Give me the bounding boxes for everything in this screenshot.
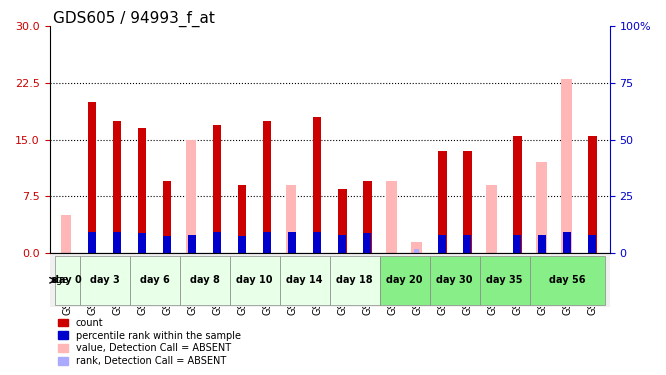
Bar bbox=[463, 151, 472, 253]
Text: day 35: day 35 bbox=[486, 275, 523, 285]
Text: day 18: day 18 bbox=[336, 275, 373, 285]
Bar bbox=[313, 234, 321, 253]
Bar bbox=[113, 234, 121, 253]
Text: day 10: day 10 bbox=[236, 275, 273, 285]
Bar bbox=[113, 232, 121, 235]
Text: day 6: day 6 bbox=[140, 275, 169, 285]
FancyBboxPatch shape bbox=[55, 256, 80, 305]
Bar bbox=[212, 124, 222, 253]
Bar bbox=[536, 162, 547, 253]
Bar bbox=[286, 185, 296, 253]
Text: day 14: day 14 bbox=[286, 275, 323, 285]
Bar bbox=[561, 79, 571, 253]
Bar bbox=[288, 232, 296, 235]
Bar bbox=[563, 232, 571, 235]
Bar bbox=[538, 236, 546, 253]
FancyBboxPatch shape bbox=[529, 256, 605, 305]
Bar bbox=[513, 136, 521, 253]
Bar bbox=[513, 236, 521, 253]
Text: age: age bbox=[51, 275, 69, 285]
Bar bbox=[438, 151, 446, 253]
Text: day 8: day 8 bbox=[190, 275, 220, 285]
FancyBboxPatch shape bbox=[130, 256, 180, 305]
Bar bbox=[61, 215, 71, 253]
Bar bbox=[188, 236, 196, 253]
Text: day 56: day 56 bbox=[549, 275, 585, 285]
Text: day 20: day 20 bbox=[386, 275, 423, 285]
Bar bbox=[263, 232, 271, 235]
Bar bbox=[238, 236, 246, 239]
Bar bbox=[414, 249, 419, 253]
Legend: count, percentile rank within the sample, value, Detection Call = ABSENT, rank, : count, percentile rank within the sample… bbox=[58, 318, 240, 366]
Bar bbox=[338, 189, 346, 253]
FancyBboxPatch shape bbox=[430, 256, 480, 305]
FancyBboxPatch shape bbox=[280, 256, 330, 305]
Bar bbox=[438, 234, 446, 238]
Bar bbox=[363, 181, 372, 253]
Text: day 30: day 30 bbox=[436, 275, 473, 285]
Bar bbox=[163, 237, 171, 253]
Bar bbox=[163, 236, 170, 239]
Bar bbox=[463, 236, 471, 253]
Bar bbox=[138, 128, 147, 253]
Bar bbox=[238, 237, 246, 253]
Bar bbox=[538, 234, 546, 238]
Bar bbox=[88, 102, 97, 253]
FancyBboxPatch shape bbox=[80, 256, 130, 305]
Bar bbox=[88, 234, 96, 253]
FancyBboxPatch shape bbox=[380, 256, 430, 305]
Bar bbox=[563, 234, 569, 253]
Bar bbox=[386, 181, 396, 253]
Bar bbox=[313, 117, 322, 253]
Bar bbox=[563, 234, 571, 253]
Bar bbox=[288, 234, 296, 253]
Bar bbox=[438, 236, 446, 253]
Bar bbox=[186, 140, 196, 253]
Bar bbox=[314, 232, 321, 235]
Bar bbox=[513, 234, 521, 238]
Bar bbox=[89, 232, 96, 235]
Bar bbox=[363, 235, 371, 253]
Bar bbox=[589, 234, 596, 238]
Bar bbox=[411, 242, 422, 253]
Bar bbox=[364, 233, 371, 236]
Text: day 3: day 3 bbox=[90, 275, 119, 285]
Bar bbox=[139, 233, 146, 236]
FancyBboxPatch shape bbox=[480, 256, 529, 305]
Bar bbox=[338, 234, 346, 238]
Text: day 0: day 0 bbox=[52, 275, 82, 285]
FancyBboxPatch shape bbox=[330, 256, 380, 305]
Bar bbox=[213, 234, 221, 253]
Bar bbox=[263, 121, 272, 253]
Bar bbox=[163, 181, 171, 253]
Bar bbox=[338, 236, 346, 253]
Bar bbox=[138, 235, 146, 253]
Bar bbox=[238, 185, 246, 253]
Bar bbox=[464, 234, 471, 238]
Bar bbox=[213, 232, 221, 235]
Bar bbox=[188, 234, 196, 238]
FancyBboxPatch shape bbox=[230, 256, 280, 305]
Bar bbox=[588, 136, 597, 253]
Bar bbox=[588, 236, 596, 253]
Bar bbox=[113, 121, 121, 253]
Bar bbox=[263, 234, 271, 253]
Text: GDS605 / 94993_f_at: GDS605 / 94993_f_at bbox=[53, 11, 215, 27]
Bar bbox=[486, 185, 497, 253]
FancyBboxPatch shape bbox=[180, 256, 230, 305]
